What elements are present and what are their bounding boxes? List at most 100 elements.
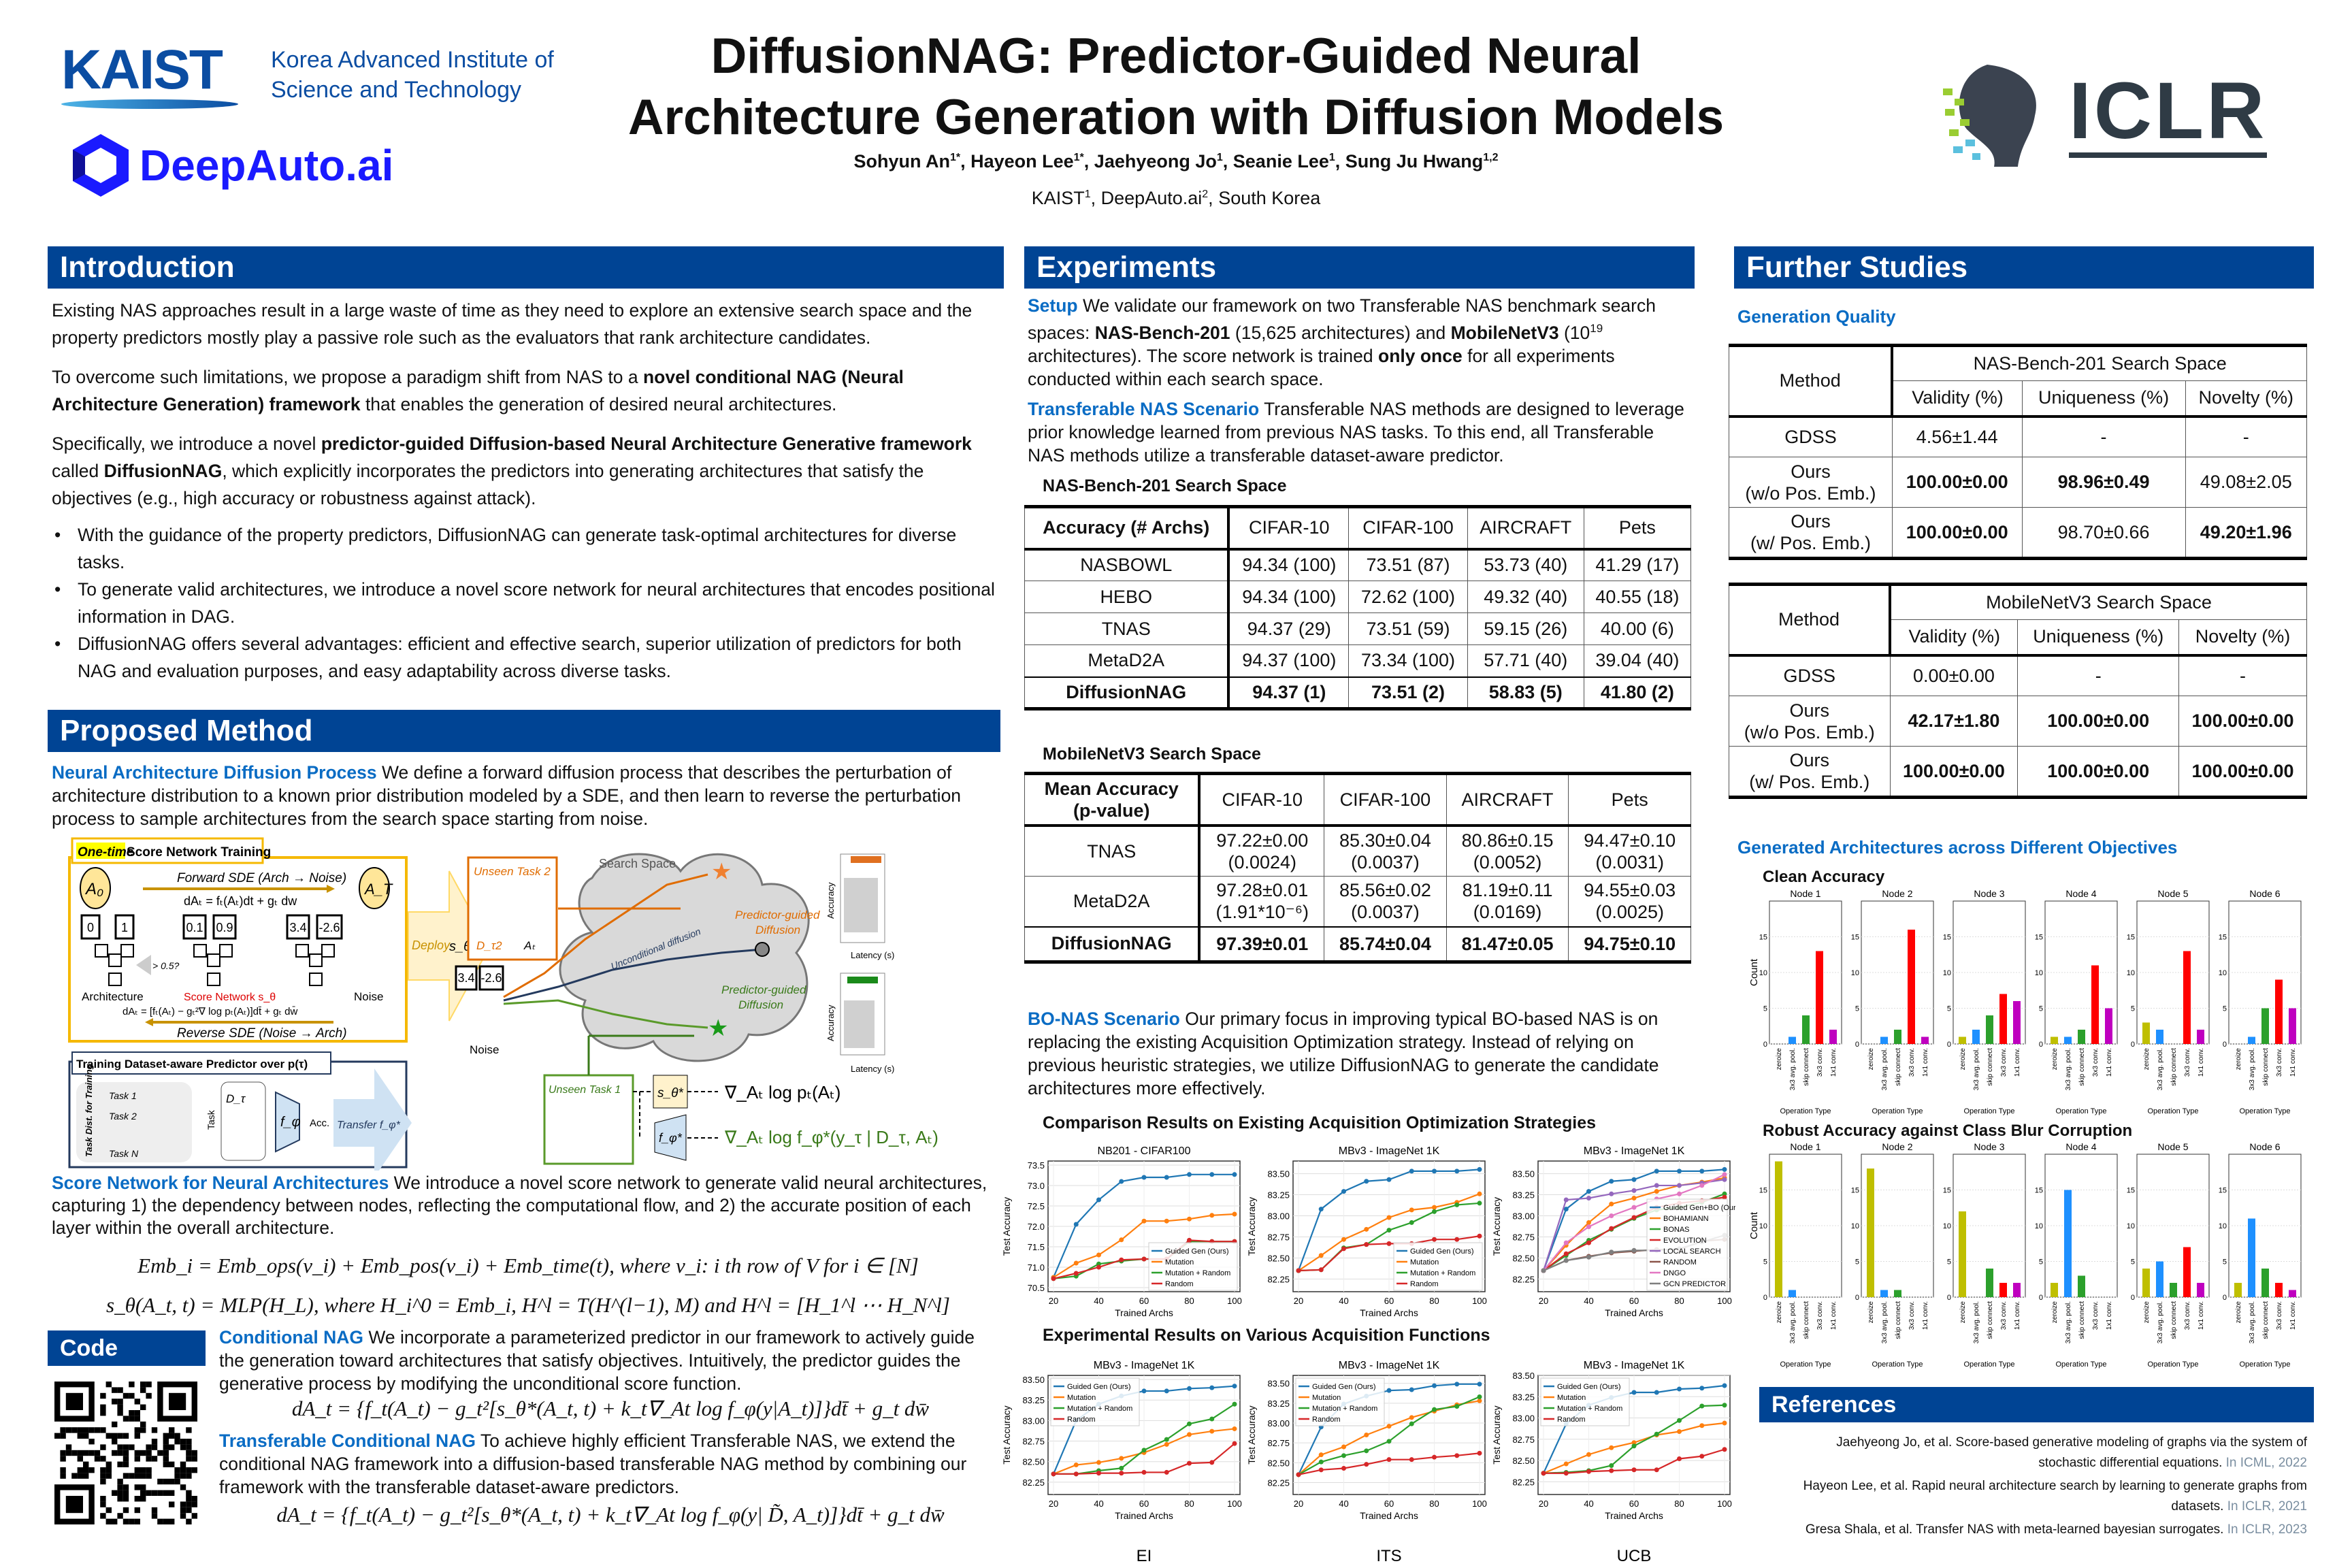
bar-panel-title: Node 6 [2249,1141,2280,1152]
bar [1802,1015,1810,1044]
robust-accuracy-bar-charts: Node 1 0 5 10 15 zeroize 3x3 avg. pool. skip co… [1749,1141,2302,1369]
qr-module [169,1518,175,1524]
qr-module [180,1501,186,1507]
data-point [1631,1188,1637,1193]
bar [1775,1161,1782,1297]
data-point [1677,1183,1682,1188]
qr-module [94,1450,101,1456]
data-point [1386,1177,1392,1182]
forward-eq: dAₜ = fₜ(Aₜ)dt + gₜ dw [184,894,297,908]
text-bold: NAS-Bench-201 [1094,322,1230,343]
bar [2064,1036,2072,1044]
data-point [1477,1233,1482,1239]
qr-module [83,1461,89,1467]
qr-module [140,1484,146,1490]
data-point [1609,1213,1614,1219]
data-point [1164,1218,1169,1224]
task-label: Task 2 [109,1111,137,1122]
data-point [1386,1215,1392,1220]
legend-label: RANDOM [1663,1258,1697,1267]
x-tick-label: 40 [1094,1499,1103,1509]
legend [1050,1377,1140,1426]
legend-label: Mutation + Random [1557,1405,1622,1413]
qr-module [186,1473,192,1479]
clean-accuracy-title: Clean Accuracy [1763,868,1885,886]
reference-venue-link[interactable]: In ICLR, 2021 [2223,1499,2307,1514]
qr-module [134,1416,140,1422]
qr-module [112,1490,118,1496]
legend-label: LOCAL SEARCH [1663,1247,1721,1256]
mean-accuracy: 85.30±0.04 [1339,830,1431,851]
y-tick-label: 5 [1947,1005,1951,1013]
method-name: Ours [1791,461,1831,482]
y-tick-label: 15 [1759,934,1767,942]
qr-module [191,1501,197,1507]
qr-finder [65,1392,83,1410]
mean-accuracy: 94.47±0.10 [1584,830,1676,851]
bar [2261,1269,2269,1297]
qr-module [71,1473,78,1479]
intro-bullets: With the guidance of the property predic… [52,521,1004,685]
text: To overcome such limitations, we propose… [52,367,643,387]
qr-module [163,1461,169,1467]
table-cell: 100.00±0.00 [2017,746,2180,798]
y-tick-label: 82.25 [1512,1274,1535,1284]
qr-module [134,1399,140,1405]
table-cell: 94.34 (100) [1228,549,1350,581]
diffusion-label-orange: Diffusion [755,924,800,936]
text: We validate our framework on two Transfe… [1028,295,1656,343]
qr-module [117,1410,123,1416]
category-label: 3x3 conv. [1816,1301,1824,1330]
y-tick-label: 10 [1851,969,1859,977]
bar [1986,1015,1993,1044]
reference-venue-link[interactable]: In ICML, 2022 [2222,1456,2307,1470]
qr-module [140,1473,146,1479]
bar [2013,1001,2021,1044]
table-row: Ours (w/ Pos. Emb.) 100.00±0.00 100.00±0.00… [1729,746,2307,798]
qr-module [151,1507,158,1514]
text: We introduce a novel score network to ge… [52,1173,987,1238]
mbv3-table-label: MobileNetV3 Search Space [1043,745,1261,764]
reference-text: Hayeon Lee, et al. Rapid neural architec… [1803,1479,2307,1514]
data-point [1477,1382,1482,1387]
mean-accuracy: 81.47±0.05 [1461,933,1554,954]
bonas-title: BO-NAS Scenario [1028,1009,1180,1029]
qr-module [180,1507,186,1514]
category-label: 3x3 avg. pool. [2157,1048,2164,1090]
category-label: 1x1 conv. [1830,1301,1838,1330]
score-training-label: Score Network Training [127,845,271,860]
affiliations: KAIST1, DeepAuto.ai2, South Korea [1031,188,1321,208]
method-variant: (w/o Pos. Emb.) [1745,483,1876,504]
table-row: GDSS 0.00±0.00- - [1729,655,2307,696]
table-cell: NASBOWL [1024,549,1230,581]
table-cell: 73.51 (87) [1348,549,1468,581]
data-point [1119,1179,1124,1184]
score-gradient: ∇_Aₜ log pₜ(Aₜ) [724,1082,840,1102]
reference-venue-link[interactable]: In ICLR, 2023 [2223,1522,2307,1537]
category-label: 3x3 avg. pool. [2065,1048,2072,1090]
row-method: Ours (w/o Pos. Emb.) [1729,457,1893,508]
method-diagram: One-time Score Network Training Forward … [68,837,938,1171]
clean-accuracy-bar-charts: Node 1 0 5 10 15 zeroize 3x3 avg. pool. skip co… [1749,888,2302,1115]
data-point [1454,1202,1460,1207]
author: Jaehyeong Jo [1094,151,1217,172]
legend-label: Random [1067,1416,1096,1424]
x-tick-label: 80 [1429,1296,1439,1306]
qr-module [100,1473,106,1479]
category-label: skip connect [1895,1048,1902,1086]
qr-module [117,1450,123,1456]
data-point [1073,1471,1079,1477]
qr-module [100,1496,106,1502]
y-tick-label: 70.5 [1028,1283,1045,1293]
category-label: 3x3 avg. pool. [2249,1048,2256,1090]
qr-module [88,1427,95,1433]
x-axis-label: Operation Type [1872,1360,1923,1369]
data-point [1364,1448,1369,1454]
qr-code[interactable] [54,1382,197,1524]
y-tick-label: 15 [1851,1187,1859,1195]
chart-caption: UCB [1617,1547,1652,1565]
table-cell: 59.15 (26) [1467,612,1584,645]
data-point [1631,1177,1637,1182]
y-axis-label: Test Accuracy [1246,1197,1257,1256]
category-label: skip connect [2170,1048,2178,1086]
